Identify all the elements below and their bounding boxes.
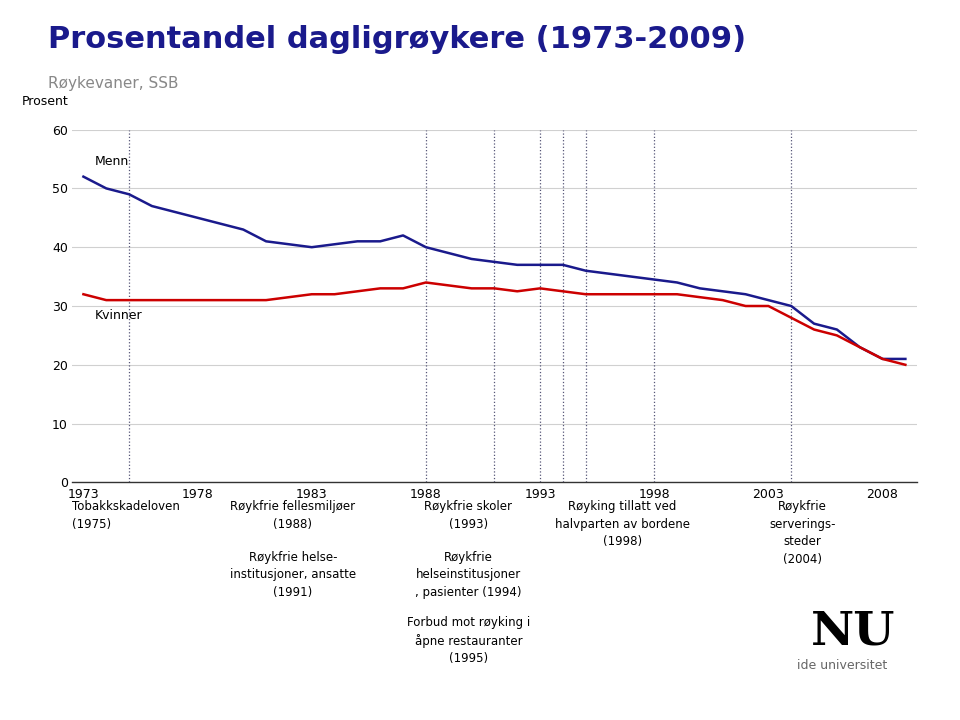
Text: Prosentandel dagligrøykere (1973-2009): Prosentandel dagligrøykere (1973-2009) (48, 25, 746, 54)
Text: www: www (17, 698, 48, 708)
Text: Menn: Menn (95, 155, 129, 168)
Text: Røykfrie
serverings-
steder
(2004): Røykfrie serverings- steder (2004) (769, 500, 836, 566)
Text: Tobakkskadeloven
(1975): Tobakkskadeloven (1975) (72, 500, 180, 531)
Text: Prosent: Prosent (21, 96, 68, 109)
Text: Forbud mot røyking i
åpne restauranter
(1995): Forbud mot røyking i åpne restauranter (… (407, 616, 530, 665)
Text: Røykfrie helse-
institusjoner, ansatte
(1991): Røykfrie helse- institusjoner, ansatte (… (229, 551, 356, 599)
Text: Røyking tillatt ved
halvparten av bordene
(1998): Røyking tillatt ved halvparten av borden… (555, 500, 689, 549)
Text: Kvinner: Kvinner (95, 309, 142, 322)
Text: Røykfrie fellesmiljøer
(1988): Røykfrie fellesmiljøer (1988) (230, 500, 355, 531)
Text: Røykevaner, SSB: Røykevaner, SSB (48, 76, 179, 91)
Text: ide universitet: ide universitet (797, 659, 887, 672)
Text: Røykfrie skoler
(1993): Røykfrie skoler (1993) (424, 500, 513, 531)
Text: NU: NU (811, 608, 896, 654)
Text: Røykfrie
helseinstitusjoner
, pasienter (1994): Røykfrie helseinstitusjoner , pasienter … (416, 551, 521, 599)
